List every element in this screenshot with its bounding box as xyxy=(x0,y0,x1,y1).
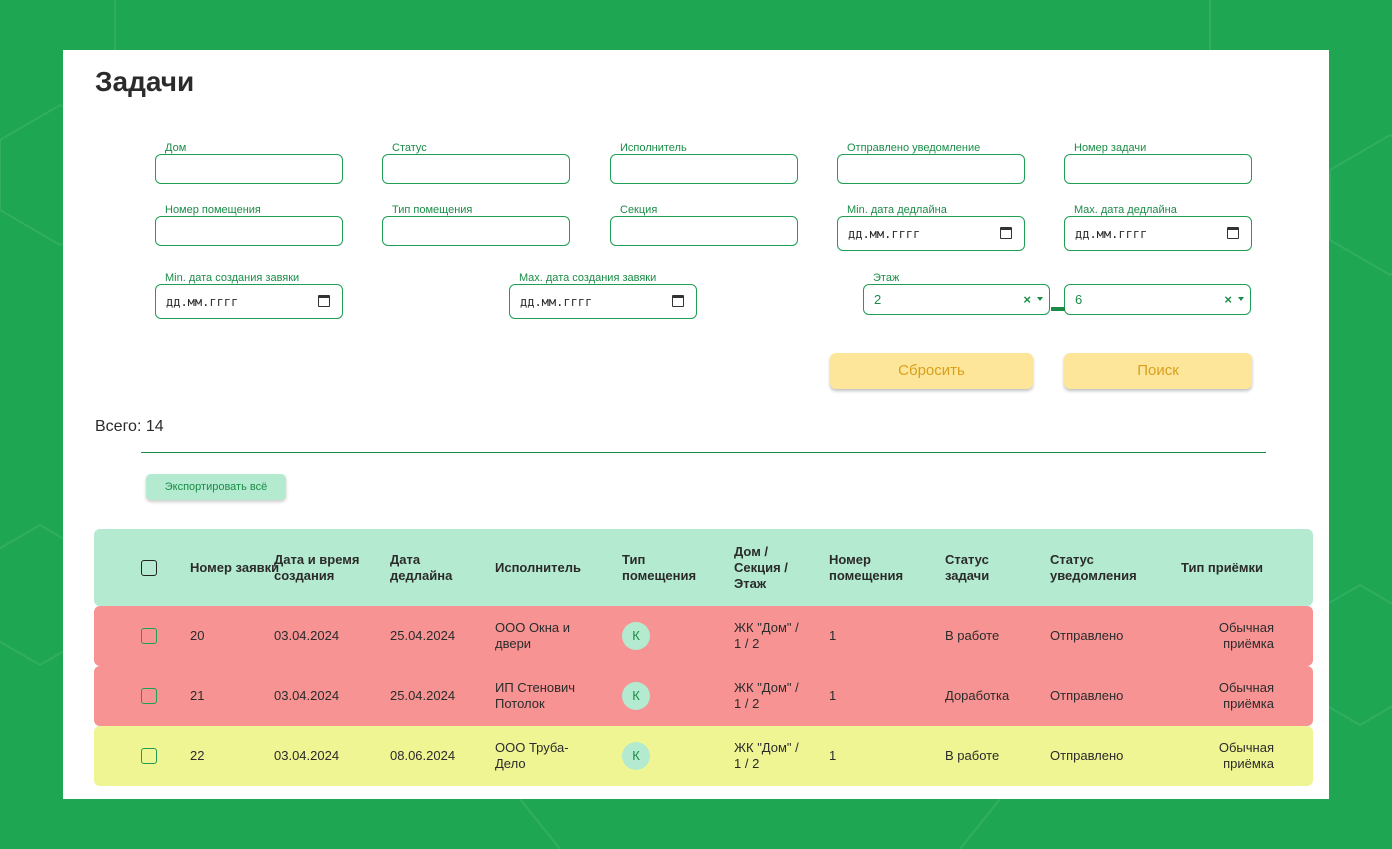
search-button[interactable]: Поиск xyxy=(1064,353,1252,389)
cell-deadline: 08.06.2024 xyxy=(390,748,456,763)
header-room-number[interactable]: Номер помещения xyxy=(829,551,904,583)
table-row[interactable]: 21 03.04.2024 25.04.2024 ИП Стенович Пот… xyxy=(94,666,1313,726)
export-all-button[interactable]: Экспортировать всё xyxy=(146,474,286,500)
cell-number: 21 xyxy=(190,688,205,703)
min-deadline-input[interactable]: дд.мм.гггг xyxy=(837,216,1025,251)
table-header: Номер заявки Дата и время создания Дата … xyxy=(94,529,1313,606)
cell-created: 03.04.2024 xyxy=(274,748,340,763)
clear-icon[interactable]: × xyxy=(1023,292,1031,307)
select-all-checkbox[interactable] xyxy=(141,559,157,576)
executor-label: Исполнитель xyxy=(620,142,687,154)
row-checkbox[interactable] xyxy=(141,628,157,644)
notification-select[interactable] xyxy=(837,154,1025,184)
max-created-input[interactable]: дд.мм.гггг xyxy=(509,284,697,319)
cell-house: ЖК "Дом" / 1 / 2 xyxy=(734,620,799,651)
total-count: Всего: 14 xyxy=(95,418,164,435)
cell-number: 20 xyxy=(190,628,205,643)
task-number-label: Номер задачи xyxy=(1074,142,1147,154)
min-created-label: Min. дата создания завяки xyxy=(165,272,300,284)
cell-task-status: В работе xyxy=(945,628,1000,643)
room-type-label: Тип помещения xyxy=(392,204,473,216)
calendar-icon[interactable] xyxy=(318,295,330,307)
cell-executor: ИП Стенович Потолок xyxy=(495,680,576,711)
cell-room-number: 1 xyxy=(829,628,837,643)
house-select[interactable] xyxy=(155,154,343,184)
cell-notify-status: Отправлено xyxy=(1050,748,1124,763)
section-label: Секция xyxy=(620,204,658,216)
chevron-down-icon[interactable] xyxy=(1037,297,1043,301)
cell-executor: ООО Окна и двери xyxy=(495,620,571,651)
floor-to-value: 6 xyxy=(1075,292,1083,307)
header-number[interactable]: Номер заявки xyxy=(190,559,280,575)
header-notify-status[interactable]: Статус уведомления xyxy=(1050,551,1137,583)
min-created-input[interactable]: дд.мм.гггг xyxy=(155,284,343,319)
header-house[interactable]: Дом / Секция / Этаж xyxy=(734,543,788,591)
floor-from-value: 2 xyxy=(874,292,882,307)
cell-notify-status: Отправлено xyxy=(1050,628,1124,643)
divider xyxy=(141,452,1266,453)
min-deadline-label: Min. дата дедлайна xyxy=(847,204,947,216)
house-label: Дом xyxy=(165,142,187,154)
room-type-badge: К xyxy=(622,742,650,770)
row-checkbox[interactable] xyxy=(141,748,157,764)
max-created-label: Max. дата создания завяки xyxy=(519,272,657,284)
header-deadline[interactable]: Дата дедлайна xyxy=(390,551,453,583)
cell-executor: ООО Труба-Дело xyxy=(495,740,569,771)
room-number-input[interactable] xyxy=(155,216,343,246)
header-executor[interactable]: Исполнитель xyxy=(495,559,581,575)
max-deadline-input[interactable]: дд.мм.гггг xyxy=(1064,216,1252,251)
tasks-table: Номер заявки Дата и время создания Дата … xyxy=(94,529,1313,786)
max-deadline-label: Max. дата дедлайна xyxy=(1074,204,1177,216)
cell-task-status: В работе xyxy=(945,748,1000,763)
tasks-panel: Задачи Дом Статус Исполнитель Отправлено… xyxy=(63,50,1329,799)
task-number-input[interactable] xyxy=(1064,154,1252,184)
page-title: Задачи xyxy=(95,66,195,97)
header-created[interactable]: Дата и время создания xyxy=(274,551,360,583)
calendar-icon[interactable] xyxy=(1000,227,1012,239)
calendar-icon[interactable] xyxy=(1227,227,1239,239)
cell-house: ЖК "Дом" / 1 / 2 xyxy=(734,680,799,711)
room-number-label: Номер помещения xyxy=(165,204,261,216)
header-room-type[interactable]: Тип помещения xyxy=(622,551,697,583)
executor-select[interactable] xyxy=(610,154,798,184)
cell-room-number: 1 xyxy=(829,748,837,763)
chevron-down-icon[interactable] xyxy=(1238,297,1244,301)
floor-to-select[interactable]: 6 × xyxy=(1064,284,1251,315)
date-placeholder: дд.мм.гггг xyxy=(520,295,593,309)
cell-acceptance: Обычная приёмка xyxy=(1218,680,1274,711)
date-placeholder: дд.мм.гггг xyxy=(848,227,921,241)
table-row[interactable]: 22 03.04.2024 08.06.2024 ООО Труба-Дело … xyxy=(94,726,1313,786)
floor-from-select[interactable]: 2 × xyxy=(863,284,1050,315)
status-select[interactable] xyxy=(382,154,570,184)
calendar-icon[interactable] xyxy=(672,295,684,307)
cell-notify-status: Отправлено xyxy=(1050,688,1124,703)
cell-number: 22 xyxy=(190,748,205,763)
room-type-badge: К xyxy=(622,622,650,650)
date-placeholder: дд.мм.гггг xyxy=(166,295,239,309)
table-row[interactable]: 20 03.04.2024 25.04.2024 ООО Окна и двер… xyxy=(94,606,1313,666)
reset-button[interactable]: Сбросить xyxy=(830,353,1033,389)
clear-icon[interactable]: × xyxy=(1224,292,1232,307)
floor-range-dash xyxy=(1051,307,1065,311)
cell-acceptance: Обычная приёмка xyxy=(1218,620,1274,651)
row-checkbox[interactable] xyxy=(141,688,157,704)
cell-house: ЖК "Дом" / 1 / 2 xyxy=(734,740,799,771)
floor-label: Этаж xyxy=(873,272,900,284)
cell-task-status: Доработка xyxy=(945,688,1010,703)
room-type-select[interactable] xyxy=(382,216,570,246)
room-type-badge: К xyxy=(622,682,650,710)
header-acceptance[interactable]: Тип приёмки xyxy=(1181,559,1264,575)
cell-created: 03.04.2024 xyxy=(274,688,340,703)
cell-room-number: 1 xyxy=(829,688,837,703)
cell-created: 03.04.2024 xyxy=(274,628,340,643)
date-placeholder: дд.мм.гггг xyxy=(1075,227,1148,241)
cell-deadline: 25.04.2024 xyxy=(390,688,456,703)
cell-deadline: 25.04.2024 xyxy=(390,628,456,643)
status-label: Статус xyxy=(392,142,427,154)
section-select[interactable] xyxy=(610,216,798,246)
notification-label: Отправлено уведомление xyxy=(847,142,981,154)
header-task-status[interactable]: Статус задачи xyxy=(945,551,990,583)
cell-acceptance: Обычная приёмка xyxy=(1218,740,1274,771)
